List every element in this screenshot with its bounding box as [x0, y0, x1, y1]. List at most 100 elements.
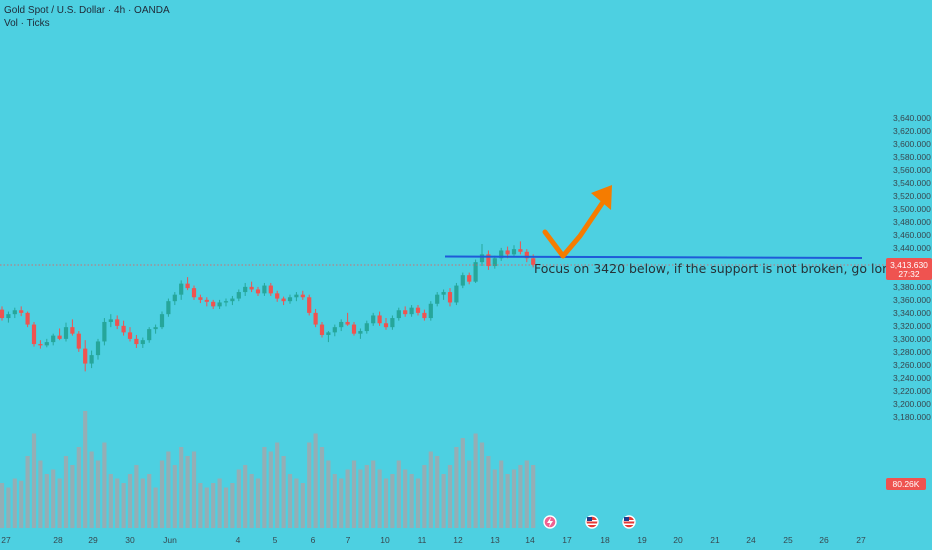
candle-body[interactable]: [339, 321, 344, 328]
volume-bar: [230, 483, 235, 528]
candle-body[interactable]: [358, 331, 363, 334]
candle-body[interactable]: [332, 327, 337, 333]
candle-body[interactable]: [281, 298, 286, 302]
candle-body[interactable]: [467, 275, 472, 282]
price-tick-label: 3,560.000: [893, 165, 931, 175]
candle-body[interactable]: [454, 285, 459, 303]
arrow-up-icon[interactable]: [542, 185, 612, 259]
candle-body[interactable]: [51, 335, 56, 343]
candle-body[interactable]: [185, 283, 190, 289]
candle-body[interactable]: [345, 321, 350, 325]
candle-body[interactable]: [307, 297, 312, 313]
candle-body[interactable]: [275, 293, 280, 299]
candle-body[interactable]: [179, 283, 184, 295]
candle-body[interactable]: [57, 335, 62, 339]
annotation-text[interactable]: Focus on 3420 below, if the support is n…: [534, 261, 898, 276]
candle-body[interactable]: [102, 321, 107, 342]
candle-body[interactable]: [127, 332, 133, 339]
candle-body[interactable]: [211, 301, 216, 307]
candle-body[interactable]: [31, 324, 37, 345]
candle-body[interactable]: [191, 288, 197, 298]
candle-body[interactable]: [403, 310, 408, 315]
candle-body[interactable]: [268, 285, 273, 294]
candle-body[interactable]: [428, 303, 433, 319]
candle-body[interactable]: [70, 327, 75, 334]
candle-body[interactable]: [460, 275, 465, 286]
candle-body[interactable]: [377, 315, 382, 324]
candle-body[interactable]: [294, 294, 299, 298]
candle-body[interactable]: [89, 355, 94, 364]
time-scale-panel[interactable]: [0, 528, 886, 550]
candle-body[interactable]: [390, 318, 395, 328]
candle-body[interactable]: [499, 250, 504, 259]
candle-body[interactable]: [422, 312, 427, 319]
candle-body[interactable]: [396, 310, 401, 319]
candle-body[interactable]: [435, 294, 440, 304]
candle-body[interactable]: [0, 309, 5, 319]
candle-body[interactable]: [300, 294, 305, 298]
candle-body[interactable]: [441, 292, 446, 295]
candle-body[interactable]: [204, 299, 209, 302]
candle-body[interactable]: [287, 297, 293, 302]
candle-body[interactable]: [12, 310, 17, 315]
candle-body[interactable]: [531, 258, 536, 265]
price-tick-label: 3,620.000: [893, 126, 931, 136]
candle-body[interactable]: [95, 341, 101, 356]
candle-body[interactable]: [479, 254, 485, 263]
candle-body[interactable]: [63, 327, 69, 339]
candle-body[interactable]: [83, 348, 88, 364]
price-tick-label: 3,600.000: [893, 139, 931, 149]
candle-body[interactable]: [140, 340, 145, 345]
candle-body[interactable]: [505, 250, 510, 255]
candle-body[interactable]: [249, 286, 254, 290]
candle-body[interactable]: [364, 323, 369, 332]
candle-body[interactable]: [38, 344, 43, 346]
candle-body[interactable]: [492, 258, 497, 267]
candle-body[interactable]: [134, 338, 139, 345]
volume-bar: [479, 442, 485, 528]
candle-body[interactable]: [255, 289, 261, 294]
us-flag-icon[interactable]: [622, 515, 636, 529]
candle-body[interactable]: [44, 342, 49, 346]
candle-body[interactable]: [473, 262, 478, 282]
candle-body[interactable]: [319, 324, 325, 335]
candle-body[interactable]: [383, 323, 389, 328]
candle-body[interactable]: [115, 319, 120, 326]
candle-body[interactable]: [76, 333, 81, 349]
candle-body[interactable]: [262, 285, 267, 294]
candle-body[interactable]: [486, 254, 491, 267]
candle-body[interactable]: [121, 325, 126, 333]
candle-body[interactable]: [511, 249, 517, 255]
candle-body[interactable]: [236, 292, 241, 299]
us-flag-icon[interactable]: [585, 515, 599, 529]
support-line[interactable]: [444, 255, 863, 259]
candle-body[interactable]: [166, 301, 171, 315]
candle-body[interactable]: [243, 286, 248, 293]
candle-body[interactable]: [371, 315, 376, 324]
candle-body[interactable]: [172, 294, 177, 302]
symbol-title[interactable]: Gold Spot / U.S. Dollar · 4h · OANDA: [4, 5, 170, 16]
candle-body[interactable]: [409, 307, 414, 315]
volume-indicator-label[interactable]: Vol · Ticks: [4, 18, 50, 29]
time-tick-label: 7: [346, 535, 351, 545]
candle-body[interactable]: [198, 297, 203, 300]
candle-body[interactable]: [518, 249, 523, 252]
candle-body[interactable]: [313, 312, 318, 325]
candle-body[interactable]: [230, 298, 235, 302]
candle-body[interactable]: [326, 332, 331, 335]
candle-body[interactable]: [447, 292, 453, 303]
candle-body[interactable]: [6, 314, 11, 319]
candle-body[interactable]: [217, 302, 222, 307]
candle-body[interactable]: [351, 324, 357, 334]
candle-body[interactable]: [153, 327, 158, 330]
candle-body[interactable]: [223, 301, 229, 303]
candle-body[interactable]: [25, 312, 30, 325]
candle-body[interactable]: [19, 310, 24, 313]
candle-body[interactable]: [159, 314, 165, 328]
candle-body[interactable]: [108, 319, 113, 322]
candle-body[interactable]: [524, 251, 529, 259]
candle-body[interactable]: [415, 307, 421, 313]
candle-body[interactable]: [147, 329, 152, 341]
lightning-event-icon[interactable]: [543, 515, 557, 529]
